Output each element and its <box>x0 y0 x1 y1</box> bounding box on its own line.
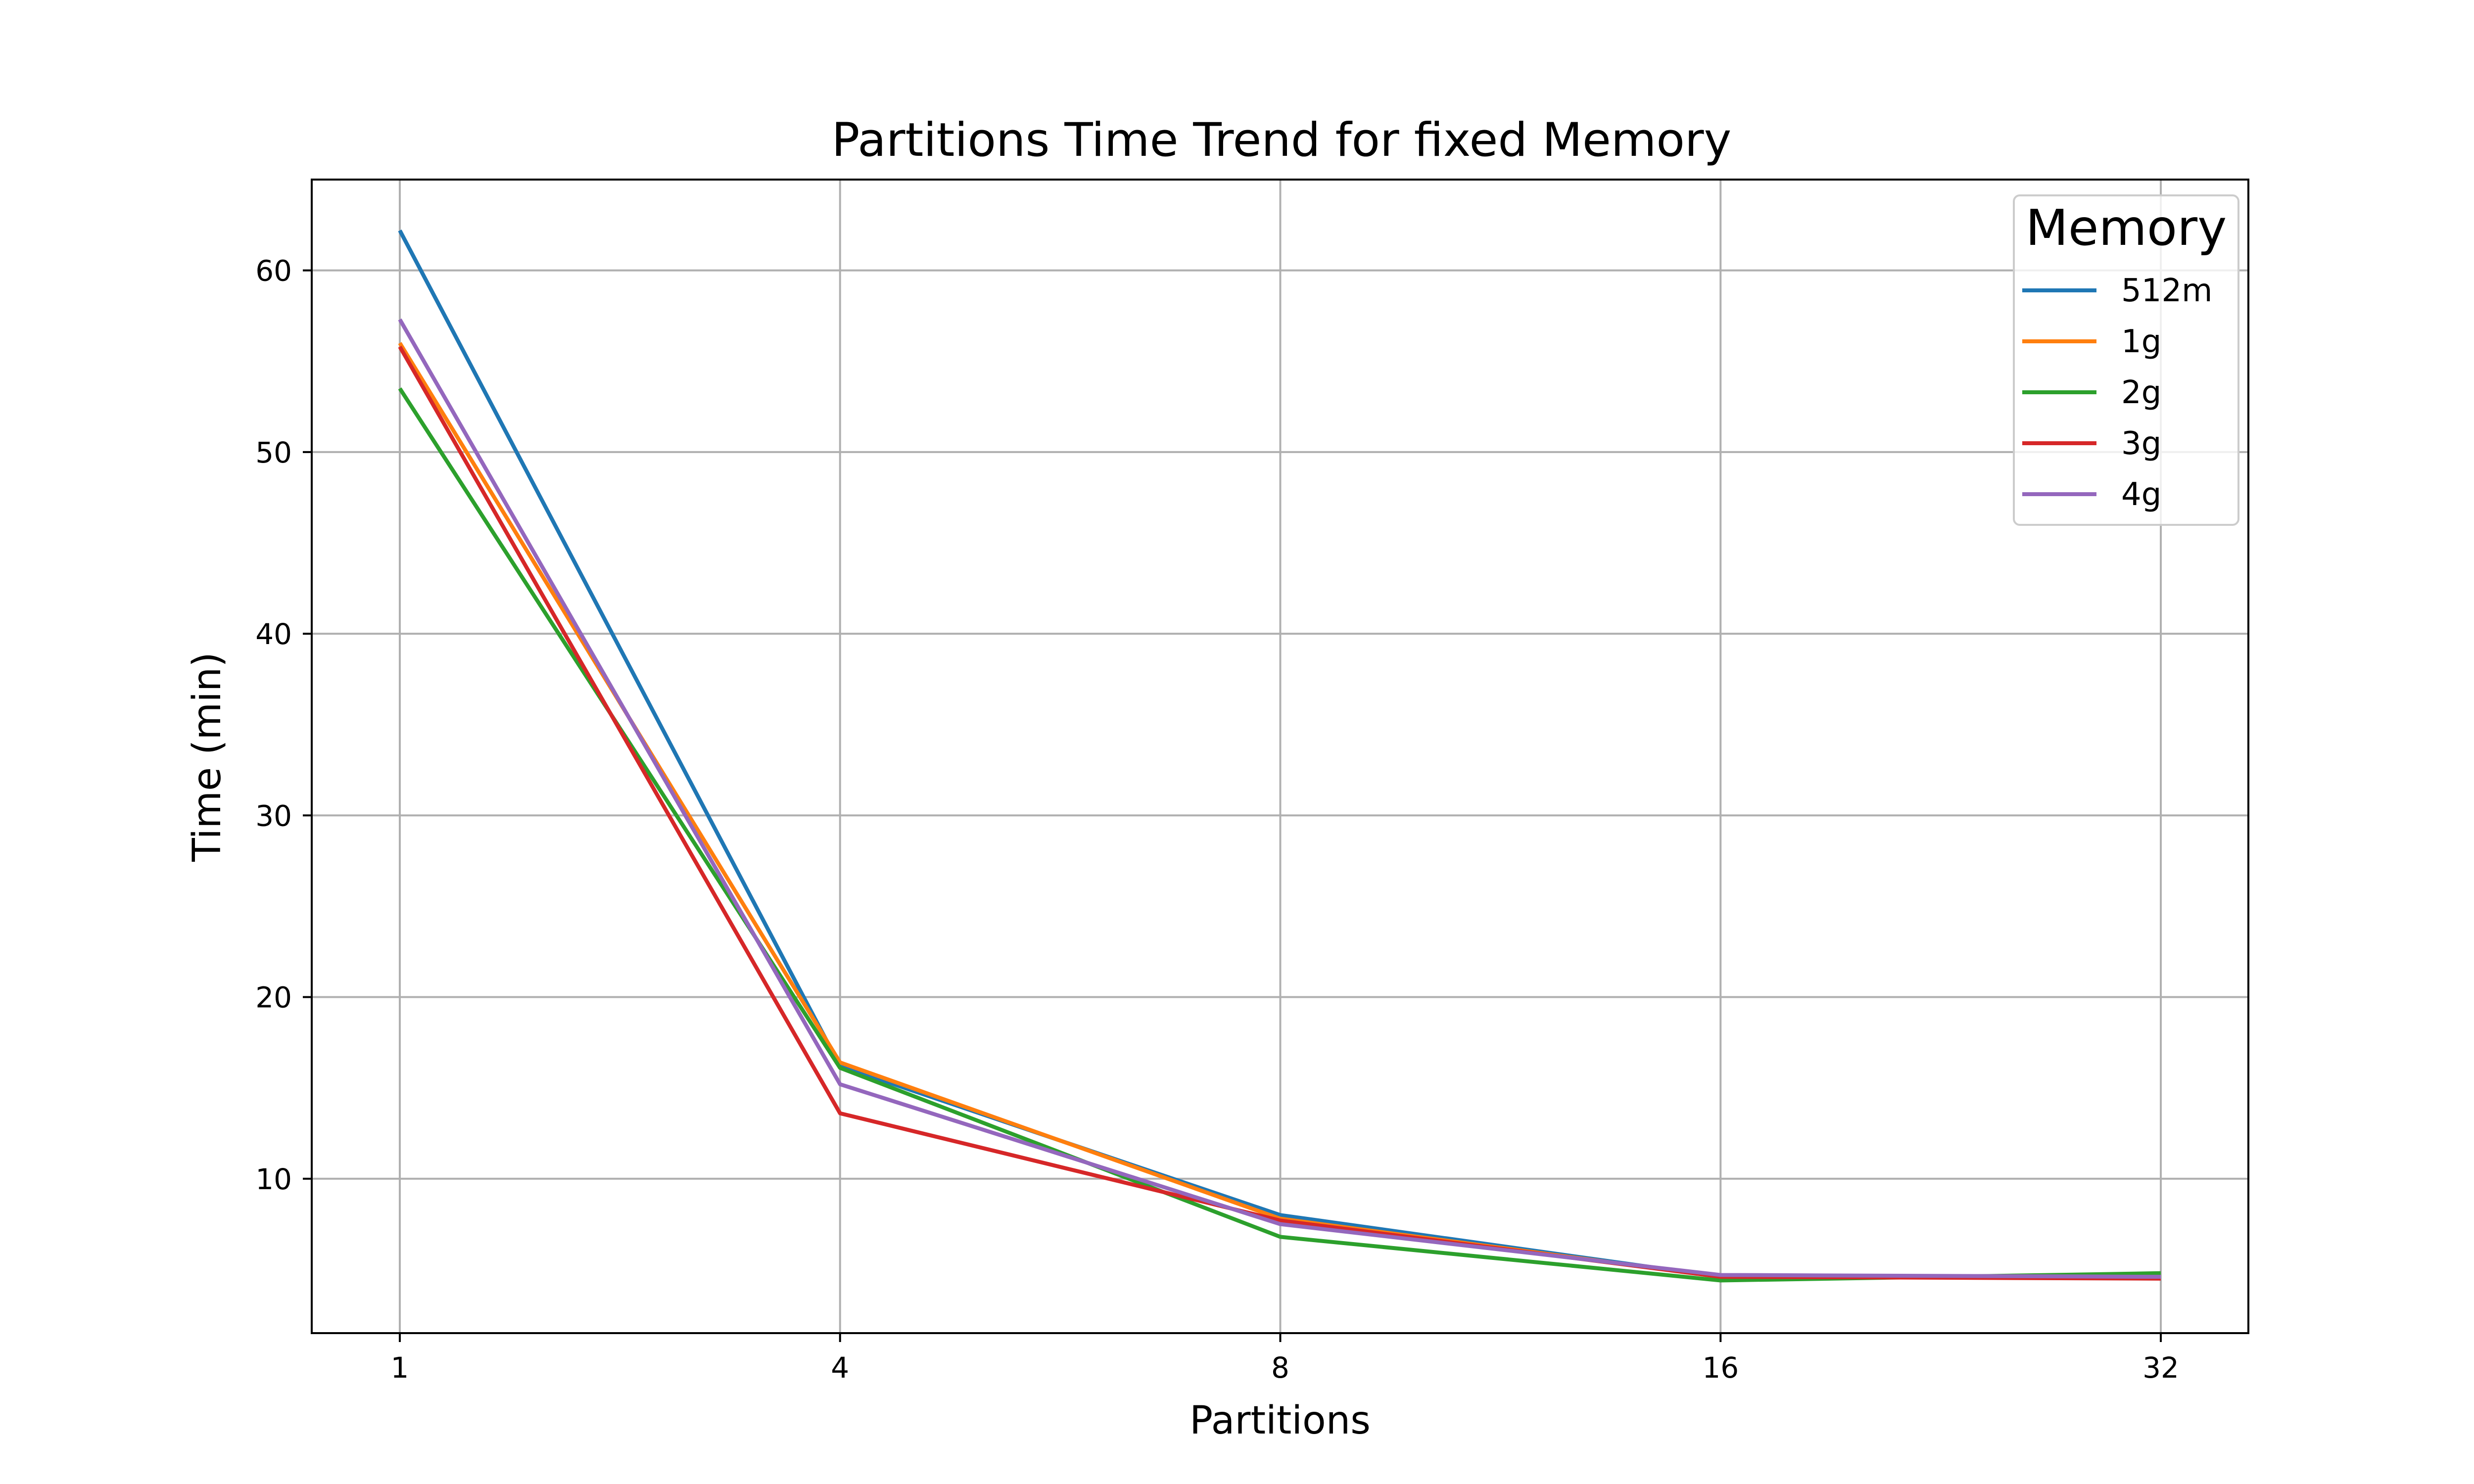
x-tick-label: 32 <box>2142 1351 2179 1385</box>
x-ticks: 1 4 8 16 32 <box>391 1333 2179 1385</box>
y-tick-label: 30 <box>255 799 292 833</box>
y-axis-label: Time (min) <box>185 652 230 862</box>
legend-label-512m: 512m <box>2121 273 2213 309</box>
x-tick-label: 16 <box>1702 1351 1739 1385</box>
legend-title: Memory <box>2026 199 2227 257</box>
grid <box>312 180 2248 1333</box>
legend-label-3g: 3g <box>2121 425 2161 462</box>
x-tick-label: 1 <box>391 1351 409 1385</box>
y-ticks: 10 20 30 40 50 60 <box>255 254 312 1196</box>
x-tick-label: 8 <box>1271 1351 1289 1385</box>
x-tick-label: 4 <box>831 1351 849 1385</box>
y-tick-label: 10 <box>255 1162 292 1196</box>
legend-label-2g: 2g <box>2121 374 2161 411</box>
y-tick-label: 50 <box>255 436 292 469</box>
y-tick-label: 20 <box>255 981 292 1015</box>
series-line-4g <box>398 318 2161 1279</box>
y-tick-label: 60 <box>255 254 292 288</box>
legend-label-1g: 1g <box>2121 324 2161 360</box>
y-tick-label: 40 <box>255 617 292 651</box>
series-lines <box>398 229 2161 1283</box>
legend: Memory 512m 1g 2g 3g 4g <box>2013 194 2239 526</box>
legend-label-4g: 4g <box>2121 476 2161 513</box>
chart-title: Partitions Time Trend for fixed Memory <box>832 113 1731 167</box>
x-axis-label: Partitions <box>1189 1398 1371 1443</box>
